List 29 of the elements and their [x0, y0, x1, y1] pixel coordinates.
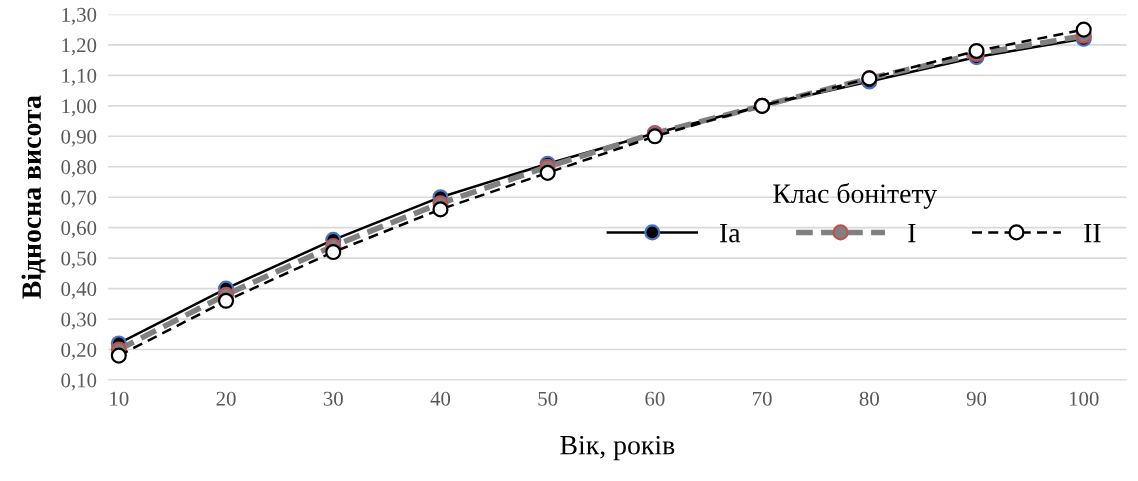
legend-title: Клас бонітету	[773, 182, 937, 209]
x-tick-label: 30	[323, 391, 343, 406]
y-tick-label: 0,20	[61, 342, 97, 360]
x-tick-label: 70	[753, 391, 772, 406]
y-tick-label: 0,10	[61, 373, 97, 391]
y-tick-label: 1,10	[62, 68, 97, 86]
legend-label: I	[908, 223, 916, 243]
y-tick-label: 0,90	[61, 129, 97, 147]
y-tick-label: 0,40	[61, 281, 97, 300]
x-tick-label: 80	[859, 391, 879, 406]
x-tick-label: 20	[216, 391, 236, 406]
y-tick-label: 0,30	[61, 312, 97, 330]
y-tick-label: 1,00	[62, 99, 97, 117]
x-tick-label: 50	[538, 391, 558, 406]
y-tick-label: 0,70	[61, 190, 97, 208]
x-tick-label: 40	[430, 391, 451, 406]
y-tick-label: 0,60	[61, 221, 97, 239]
x-tick-label: 100	[1069, 391, 1099, 406]
y-tick-label: 0,50	[61, 251, 97, 269]
x-axis-title: Вік, років	[560, 435, 675, 461]
x-tick-label: 10	[110, 391, 129, 406]
y-axis-title: Відносна висота	[21, 95, 46, 299]
y-tick-label: 1,20	[62, 38, 97, 56]
legend-label: Ia	[719, 223, 741, 243]
y-tick-label: 0,80	[61, 160, 97, 178]
x-tick-label: 60	[645, 391, 665, 406]
x-tick-label: 90	[966, 391, 987, 406]
legend-label: II	[1084, 223, 1101, 243]
y-tick-label: 1,30	[62, 7, 97, 25]
